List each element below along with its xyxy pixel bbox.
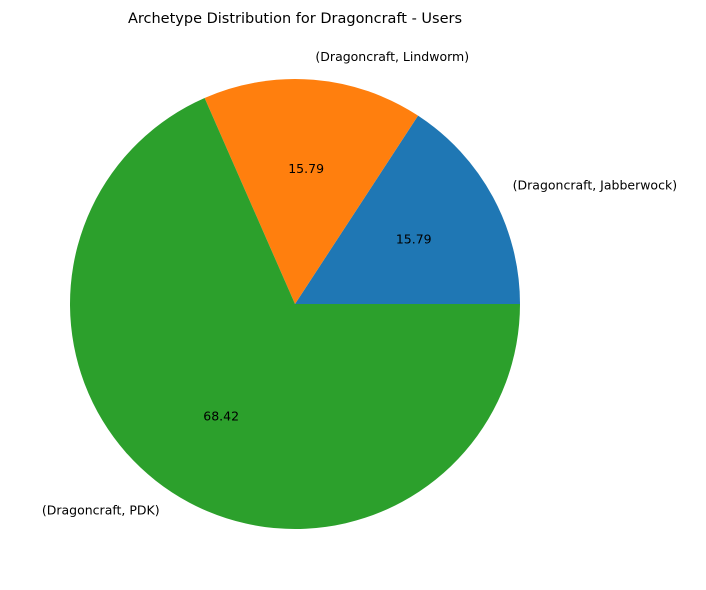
slice-value-label: 15.79 xyxy=(288,161,324,176)
slice-label: (Dragoncraft, Jabberwock) xyxy=(513,178,677,193)
pie-labels: (Dragoncraft, Jabberwock) 15.79 (Dragoncra… xyxy=(42,49,677,518)
slice-value-label: 68.42 xyxy=(203,409,239,424)
slice-label: (Dragoncraft, Lindworm) xyxy=(315,49,469,64)
pie-slice xyxy=(295,115,520,304)
chart-title: Archetype Distribution for Dragoncraft -… xyxy=(128,11,462,27)
pie-slice xyxy=(70,97,521,530)
pie-slice xyxy=(204,78,419,304)
slice-label: (Dragoncraft, PDK) xyxy=(42,503,160,518)
pie-slices xyxy=(70,78,521,530)
slice-value-label: 15.79 xyxy=(396,231,432,246)
